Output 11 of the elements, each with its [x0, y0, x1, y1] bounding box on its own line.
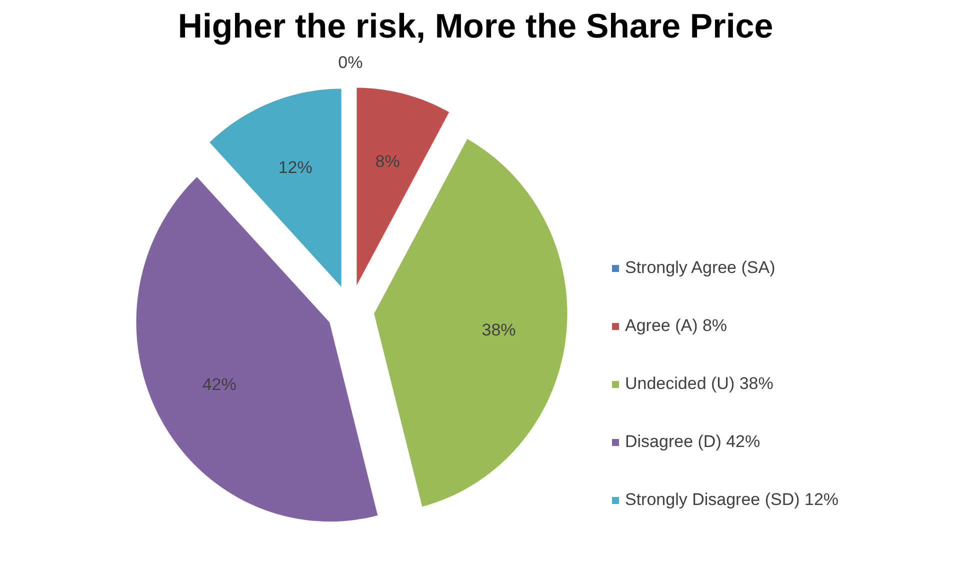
data-label: 38%: [482, 320, 516, 340]
chart-title: Higher the risk, More the Share Price: [178, 8, 774, 46]
legend-label: Disagree (D) 42%: [625, 432, 760, 452]
legend-label: Strongly Agree (SA): [625, 258, 776, 278]
data-label: 8%: [375, 152, 400, 171]
text: 0%: [338, 53, 363, 72]
data-label: 42%: [202, 375, 236, 394]
legend-label: Strongly Disagree (SD) 12%: [625, 490, 839, 510]
data-label: 12%: [278, 158, 312, 177]
legend-label: Undecided (U) 38%: [625, 374, 774, 394]
legend-label: Agree (A) 8%: [625, 316, 728, 336]
